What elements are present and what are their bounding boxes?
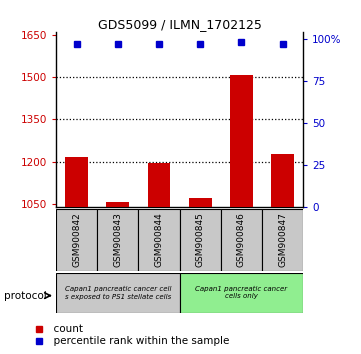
- Text: Capan1 pancreatic cancer
cells only: Capan1 pancreatic cancer cells only: [195, 286, 287, 299]
- Text: GSM900842: GSM900842: [72, 212, 81, 267]
- Bar: [56, 273, 180, 313]
- Bar: [138, 209, 180, 271]
- Bar: [189, 198, 212, 207]
- Bar: [221, 209, 262, 271]
- Bar: [97, 209, 138, 271]
- Text: count: count: [47, 324, 83, 333]
- Text: GSM900847: GSM900847: [278, 212, 287, 267]
- Bar: [56, 209, 97, 271]
- Bar: [65, 157, 88, 207]
- Text: GSM900843: GSM900843: [113, 212, 122, 267]
- Bar: [106, 202, 129, 207]
- Bar: [230, 75, 253, 207]
- Text: GSM900846: GSM900846: [237, 212, 246, 267]
- Text: Capan1 pancreatic cancer cell
s exposed to PS1 stellate cells: Capan1 pancreatic cancer cell s exposed …: [65, 286, 171, 299]
- Text: percentile rank within the sample: percentile rank within the sample: [47, 336, 229, 346]
- Text: GSM900845: GSM900845: [196, 212, 205, 267]
- Bar: [180, 273, 303, 313]
- Bar: [180, 209, 221, 271]
- Bar: [262, 209, 303, 271]
- Title: GDS5099 / ILMN_1702125: GDS5099 / ILMN_1702125: [98, 18, 261, 31]
- Text: GSM900844: GSM900844: [155, 212, 164, 267]
- Bar: [271, 154, 294, 207]
- Bar: [148, 163, 170, 207]
- Text: protocol: protocol: [4, 291, 46, 301]
